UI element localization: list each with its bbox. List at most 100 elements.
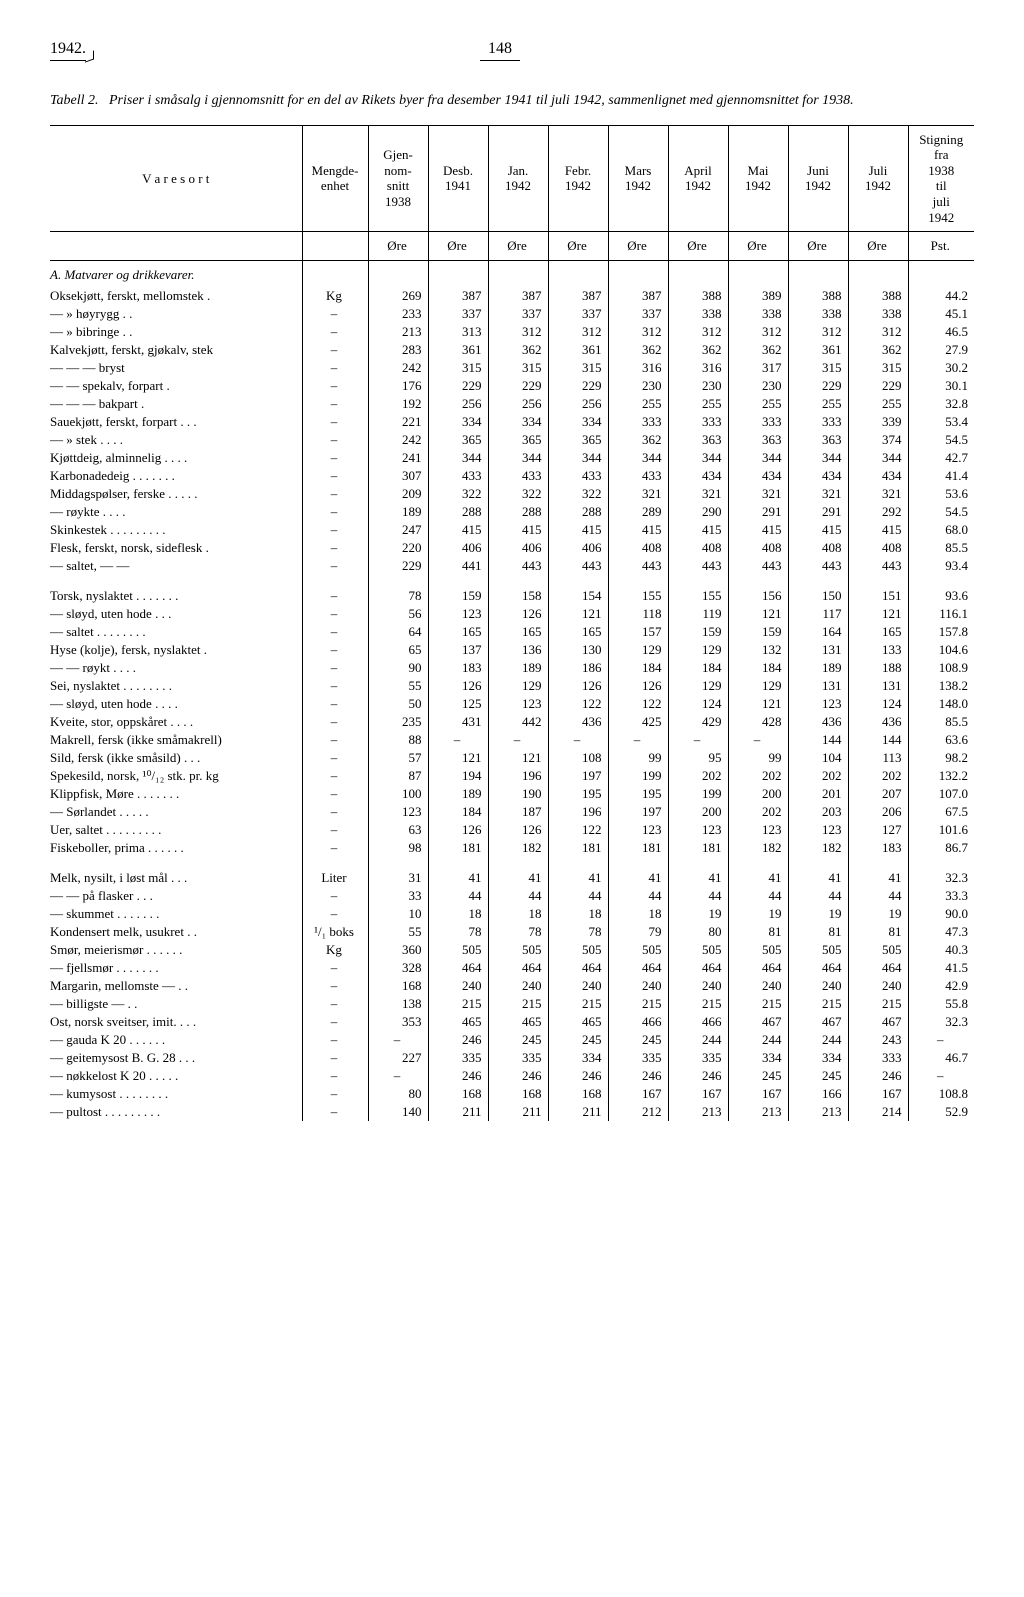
table-cell: Karbonadedeig . . . . . . .: [50, 467, 302, 485]
table-cell: 425: [608, 713, 668, 731]
table-cell: 19: [788, 905, 848, 923]
table-cell: 335: [428, 1049, 488, 1067]
table-cell: 283: [368, 341, 428, 359]
table-row: — gauda K 20 . . . . . .––24624524524524…: [50, 1031, 974, 1049]
table-cell: 312: [608, 323, 668, 341]
table-cell: 312: [548, 323, 608, 341]
table-cell: [428, 857, 488, 869]
table-cell: –: [548, 731, 608, 749]
table-cell: 505: [608, 941, 668, 959]
table-cell: 10: [368, 905, 428, 923]
table-cell: [908, 857, 974, 869]
table-cell: 144: [848, 731, 908, 749]
table-cell: 312: [788, 323, 848, 341]
table-cell: 428: [728, 713, 788, 731]
table-cell: 186: [548, 659, 608, 677]
table-cell: Øre: [668, 232, 728, 261]
table-cell: 334: [728, 1049, 788, 1067]
table-row: — geitemysost B. G. 28 . . .–22733533533…: [50, 1049, 974, 1067]
table-cell: –: [428, 731, 488, 749]
table-cell: 213: [728, 1103, 788, 1121]
table-cell: –: [302, 395, 368, 413]
table-cell: 18: [548, 905, 608, 923]
table-cell: –: [302, 995, 368, 1013]
table-cell: 19: [668, 905, 728, 923]
table-cell: 202: [668, 767, 728, 785]
table-cell: — billigste — . .: [50, 995, 302, 1013]
table-cell: 322: [488, 485, 548, 503]
table-cell: 78: [548, 923, 608, 941]
table-cell: 466: [668, 1013, 728, 1031]
table-cell: 338: [728, 305, 788, 323]
table-cell: 78: [368, 587, 428, 605]
table-cell: 124: [848, 695, 908, 713]
table-cell: 333: [848, 1049, 908, 1067]
table-cell: 361: [428, 341, 488, 359]
table-cell: 246: [548, 1067, 608, 1085]
table-cell: 431: [428, 713, 488, 731]
table-cell: 121: [848, 605, 908, 623]
table-cell: 315: [788, 359, 848, 377]
table-cell: 121: [728, 605, 788, 623]
table-cell: –: [728, 731, 788, 749]
table-cell: 18: [488, 905, 548, 923]
table-cell: 45.1: [908, 305, 974, 323]
table-cell: 256: [548, 395, 608, 413]
table-cell: 176: [368, 377, 428, 395]
table-row: — kumysost . . . . . . . .–8016816816816…: [50, 1085, 974, 1103]
table-cell: — sløyd, uten hode . . .: [50, 605, 302, 623]
table-cell: 108: [548, 749, 608, 767]
table-cell: –: [302, 623, 368, 641]
table-cell: 151: [848, 587, 908, 605]
table-cell: — fjellsmør . . . . . . .: [50, 959, 302, 977]
table-cell: — skummet . . . . . . .: [50, 905, 302, 923]
table-cell: 181: [608, 839, 668, 857]
table-row: — fjellsmør . . . . . . .–32846446446446…: [50, 959, 974, 977]
table-cell: — — — bakpart .: [50, 395, 302, 413]
table-cell: 183: [848, 839, 908, 857]
table-cell: 312: [728, 323, 788, 341]
table-cell: 408: [788, 539, 848, 557]
table-cell: 42.9: [908, 977, 974, 995]
table-cell: 227: [368, 1049, 428, 1067]
table-cell: –: [302, 959, 368, 977]
table-cell: 99: [608, 749, 668, 767]
table-cell: 240: [548, 977, 608, 995]
table-cell: 415: [608, 521, 668, 539]
table-cell: Øre: [608, 232, 668, 261]
table-cell: [848, 261, 908, 288]
table-cell: 164: [788, 623, 848, 641]
table-cell: 18: [608, 905, 668, 923]
table-cell: Spekesild, norsk, ¹⁰/₁₂ stk. pr. kg: [50, 767, 302, 785]
table-cell: [488, 857, 548, 869]
table-cell: 211: [428, 1103, 488, 1121]
table-row: Smør, meierismør . . . . . .Kg3605055055…: [50, 941, 974, 959]
table-cell: 44: [428, 887, 488, 905]
table-cell: 203: [788, 803, 848, 821]
table-cell: 101.6: [908, 821, 974, 839]
table-cell: 360: [368, 941, 428, 959]
table-cell: –: [302, 659, 368, 677]
table-cell: 362: [488, 341, 548, 359]
table-cell: 255: [668, 395, 728, 413]
table-cell: 288: [548, 503, 608, 521]
table-cell: 315: [488, 359, 548, 377]
table-cell: 467: [788, 1013, 848, 1031]
table-cell: [488, 261, 548, 288]
table-row: — røykte . . . .–18928828828828929029129…: [50, 503, 974, 521]
table-cell: –: [302, 587, 368, 605]
table-cell: 387: [548, 287, 608, 305]
table-cell: 53.4: [908, 413, 974, 431]
table-row: — — spekalv, forpart .–17622922922923023…: [50, 377, 974, 395]
table-cell: 362: [608, 341, 668, 359]
table-cell: 150: [788, 587, 848, 605]
table-cell: 90: [368, 659, 428, 677]
table-cell: 245: [608, 1031, 668, 1049]
table-cell: –: [302, 449, 368, 467]
table-cell: 433: [548, 467, 608, 485]
table-cell: 181: [668, 839, 728, 857]
table-cell: 53.6: [908, 485, 974, 503]
table-cell: –: [302, 785, 368, 803]
table-cell: 363: [668, 431, 728, 449]
table-cell: –: [302, 1031, 368, 1049]
